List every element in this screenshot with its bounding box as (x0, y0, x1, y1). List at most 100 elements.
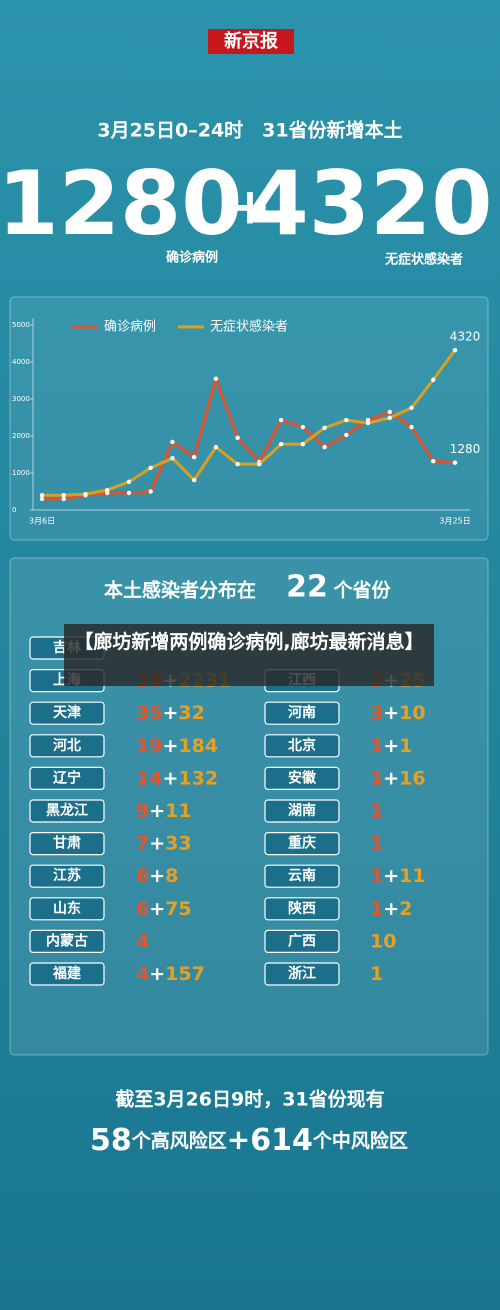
data-point (409, 405, 414, 411)
case-count: 1+11 (370, 865, 426, 887)
count: 6 (136, 897, 149, 919)
count: 33 (165, 832, 191, 854)
count: + (383, 865, 399, 887)
data-point (452, 347, 458, 353)
data-point (322, 444, 327, 450)
data-point (365, 420, 371, 426)
count: 14 (136, 767, 162, 789)
case-count: 4 (136, 930, 149, 952)
footer-text: 个中风险区 (312, 1129, 408, 1152)
logo: 新京报 (224, 30, 278, 52)
case-count: 1+1 (370, 734, 412, 756)
count: + (162, 734, 178, 756)
province-box (29, 734, 105, 758)
count: 1 (370, 963, 383, 985)
footer-line: 截至3月26日9时，31省份现有 (115, 1088, 384, 1111)
count: 75 (165, 897, 191, 919)
province-name: 黑龙江 (46, 802, 88, 819)
province-name: 陕西 (288, 900, 316, 917)
data-point (39, 496, 45, 502)
footer-text: 个高风险区 (131, 1129, 227, 1152)
count: + (383, 897, 399, 919)
count: + (149, 800, 165, 822)
count: 10 (370, 930, 396, 952)
province-name: 湖南 (288, 802, 316, 819)
footer-line: 58个高风险区+614个中风险区 (90, 1123, 408, 1158)
count: 2 (399, 897, 412, 919)
count: 19 (136, 734, 162, 756)
province-name: 北京 (288, 737, 316, 754)
big-number: 1280 (0, 152, 242, 255)
series-line (42, 349, 457, 497)
province-box (264, 962, 340, 986)
data-point (170, 456, 175, 461)
province-name: 山东 (53, 900, 81, 917)
case-count: 6+75 (136, 897, 192, 919)
data-point (322, 425, 327, 431)
data-point (235, 435, 240, 441)
province-box (264, 929, 340, 954)
table-title-number: 22 (286, 570, 328, 605)
data-point (387, 409, 392, 415)
case-count: 6+8 (136, 865, 178, 887)
province-box (29, 897, 105, 921)
y-tick-label: 2000 (12, 432, 30, 440)
count: 1 (370, 832, 383, 854)
label: 确诊病例 (166, 250, 218, 266)
province-box (264, 766, 340, 791)
count: 11 (165, 800, 191, 822)
count: 11 (399, 865, 425, 887)
count: 16 (399, 767, 425, 789)
data-point (387, 415, 392, 421)
legend-label: 无症状感染者 (210, 319, 288, 335)
data-point (278, 441, 284, 447)
data-point (300, 441, 306, 447)
count: 1 (399, 734, 412, 756)
count: 184 (178, 734, 218, 756)
province-name: 河南 (288, 704, 316, 721)
y-tick-label: 0 (12, 506, 16, 514)
table-title: 个省份 (332, 579, 391, 602)
big-number: 4320 (248, 152, 493, 255)
count: 1 (370, 865, 383, 887)
count: 35 (136, 702, 162, 724)
case-count: 14+132 (136, 767, 218, 789)
footer-plus: + (227, 1123, 250, 1156)
count: + (383, 702, 399, 724)
data-point (148, 489, 153, 494)
data-point (105, 487, 110, 493)
province-name: 江苏 (53, 867, 81, 884)
province-name: 内蒙古 (46, 932, 88, 949)
case-count: 9+11 (136, 800, 192, 822)
case-count: 1 (370, 832, 383, 854)
y-tick-label: 4000 (12, 358, 30, 366)
chart-panel (9, 296, 489, 541)
headline-overlay: 【廊坊新增两例确诊病例,廊坊最新消息】 (64, 624, 434, 686)
count: + (162, 702, 178, 724)
data-point (191, 477, 197, 483)
data-point (191, 454, 197, 460)
province-box (264, 864, 340, 888)
province-box (264, 831, 340, 856)
case-count: 19+184 (136, 734, 218, 756)
plus-sign: + (229, 178, 271, 236)
y-tick-label: 1000 (12, 469, 30, 477)
data-point (61, 493, 66, 498)
data-point (431, 377, 436, 382)
province-box (29, 962, 105, 986)
province-box (264, 799, 340, 823)
province-box (29, 929, 105, 954)
end-value-label: 1280 (450, 442, 481, 456)
subtitle: 3月25日0–24时 31省份新增本土 (97, 119, 402, 142)
legend-label: 确诊病例 (104, 320, 156, 335)
province-name: 河北 (53, 737, 81, 754)
case-count: 1 (370, 963, 383, 985)
province-name: 甘肃 (53, 835, 81, 852)
end-value-label: 4320 (450, 330, 481, 344)
count: + (149, 897, 165, 919)
count: + (383, 767, 399, 789)
province-box (29, 799, 105, 823)
data-point (83, 491, 88, 497)
x-tick-label: 3月25日 (439, 517, 470, 526)
